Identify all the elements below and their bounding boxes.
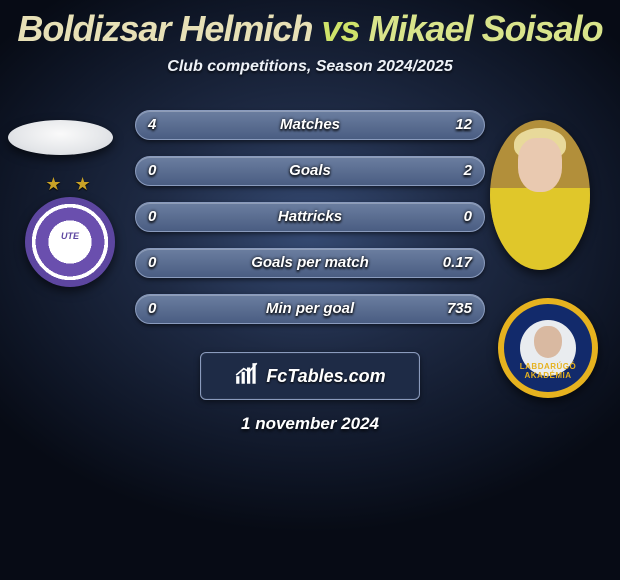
page-title: Boldizsar Helmich vs Mikael Soisalo — [0, 0, 620, 50]
club-ring: UTE — [25, 197, 115, 287]
stat-right: 0 — [464, 203, 472, 231]
stat-row-goals: 0 Goals 2 — [135, 156, 485, 186]
stat-right: 2 — [464, 157, 472, 185]
title-player1: Boldizsar Helmich — [17, 8, 312, 49]
player-photo-right — [490, 120, 590, 270]
club-crest-right: LABDARÚGÓ AKADÉMIA — [498, 298, 602, 408]
club-right-badge: LABDARÚGÓ AKADÉMIA — [498, 298, 598, 398]
head — [518, 138, 562, 192]
chart-icon — [234, 361, 260, 392]
stats-panel: 4 Matches 12 0 Goals 2 0 Hattricks 0 0 G… — [135, 110, 485, 324]
player-photo-left — [8, 120, 113, 155]
stat-right: 735 — [447, 295, 472, 323]
stat-row-mpg: 0 Min per goal 735 — [135, 294, 485, 324]
brand-text: FcTables.com — [266, 366, 385, 387]
club-left-name: UTE — [25, 231, 115, 241]
club-crest-left: ★ ★ UTE — [18, 174, 122, 284]
stat-row-gpm: 0 Goals per match 0.17 — [135, 248, 485, 278]
club-stars: ★ ★ — [18, 174, 122, 195]
jersey — [490, 188, 590, 271]
brand-box: FcTables.com — [200, 352, 420, 400]
subtitle: Club competitions, Season 2024/2025 — [0, 58, 620, 76]
stat-label: Matches — [136, 111, 484, 139]
title-vs: vs — [321, 8, 359, 49]
stat-label: Goals — [136, 157, 484, 185]
stat-right: 12 — [455, 111, 472, 139]
stat-label: Hattricks — [136, 203, 484, 231]
stat-row-matches: 4 Matches 12 — [135, 110, 485, 140]
stat-row-hattricks: 0 Hattricks 0 — [135, 202, 485, 232]
stat-right: 0.17 — [443, 249, 472, 277]
club-right-label: LABDARÚGÓ AKADÉMIA — [504, 362, 592, 382]
footer-date: 1 november 2024 — [0, 414, 620, 434]
title-player2: Mikael Soisalo — [369, 8, 603, 49]
stat-label: Goals per match — [136, 249, 484, 277]
stat-label: Min per goal — [136, 295, 484, 323]
club-right-face — [534, 326, 562, 358]
